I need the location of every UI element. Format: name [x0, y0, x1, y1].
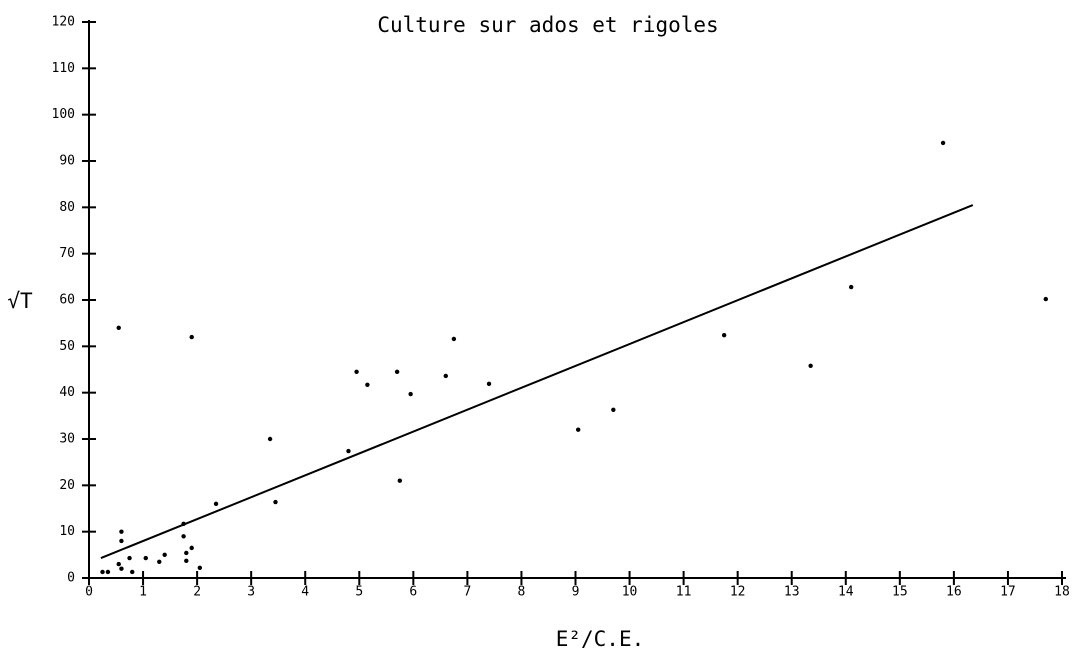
x-tick-label: 11 [676, 585, 692, 600]
y-tick-label: 120 [52, 15, 75, 30]
point [940, 140, 946, 146]
y-tick-label: 70 [59, 246, 75, 261]
point [611, 407, 616, 413]
point [130, 569, 135, 575]
point [181, 534, 186, 539]
x-tick-label: 13 [784, 585, 800, 600]
y-tick-label: 60 [59, 293, 75, 308]
point [157, 559, 162, 564]
y-tick-label: 100 [52, 107, 75, 122]
x-tick-label: 1 [139, 585, 147, 600]
x-tick-label: 7 [463, 585, 471, 600]
point [397, 478, 403, 483]
point [119, 566, 124, 571]
point [100, 569, 105, 575]
point [394, 369, 400, 375]
point [213, 501, 219, 507]
x-tick-label: 14 [838, 585, 854, 600]
y-tick-label: 90 [59, 154, 75, 169]
x-tick-label: 0 [85, 585, 93, 600]
point [267, 436, 273, 442]
point [721, 333, 727, 338]
x-tick-label: 6 [409, 585, 417, 600]
point [119, 538, 124, 544]
point [848, 284, 854, 290]
point [576, 427, 581, 432]
point [1043, 296, 1048, 302]
y-tick-label: 80 [59, 200, 75, 215]
point [143, 555, 148, 561]
y-tick-label: 30 [59, 432, 75, 447]
x-tick-label: 3 [247, 585, 255, 600]
y-tick-label: 50 [59, 339, 75, 354]
fit-line [100, 204, 974, 560]
point [273, 499, 278, 505]
point [184, 558, 189, 564]
y-axis-label: √T [7, 289, 33, 313]
point [184, 550, 189, 556]
point [443, 373, 448, 379]
x-tick-label: 16 [946, 585, 962, 600]
point [105, 569, 111, 575]
y-tick-label: 0 [67, 571, 75, 586]
x-tick-label: 8 [518, 585, 526, 600]
point [189, 545, 194, 551]
point [162, 552, 167, 558]
x-tick-label: 9 [572, 585, 580, 600]
point [127, 555, 132, 561]
x-tick-label: 18 [1054, 585, 1070, 600]
point [346, 448, 351, 454]
x-tick-label: 5 [355, 585, 363, 600]
x-tick-label: 15 [892, 585, 908, 600]
y-tick-label: 40 [59, 385, 75, 400]
x-tick-label: 12 [730, 585, 746, 600]
x-tick-label: 4 [301, 585, 309, 600]
chart-title: Culture sur ados et rigoles [377, 13, 718, 37]
point [486, 381, 492, 387]
point [116, 325, 121, 330]
point [408, 391, 413, 397]
point [354, 369, 359, 375]
point [116, 561, 121, 567]
x-tick-label: 2 [193, 585, 201, 600]
y-tick-label: 110 [52, 61, 75, 76]
point [365, 382, 370, 387]
point [808, 363, 813, 368]
point [197, 565, 203, 571]
y-tick-label: 10 [59, 524, 75, 539]
x-tick-label: 17 [1000, 585, 1016, 600]
x-tick-label: 10 [622, 585, 638, 600]
x-axis-label: E²/C.E. [556, 627, 645, 651]
y-tick-label: 20 [59, 478, 75, 493]
point [189, 334, 194, 340]
point [451, 336, 457, 342]
point [119, 529, 124, 534]
